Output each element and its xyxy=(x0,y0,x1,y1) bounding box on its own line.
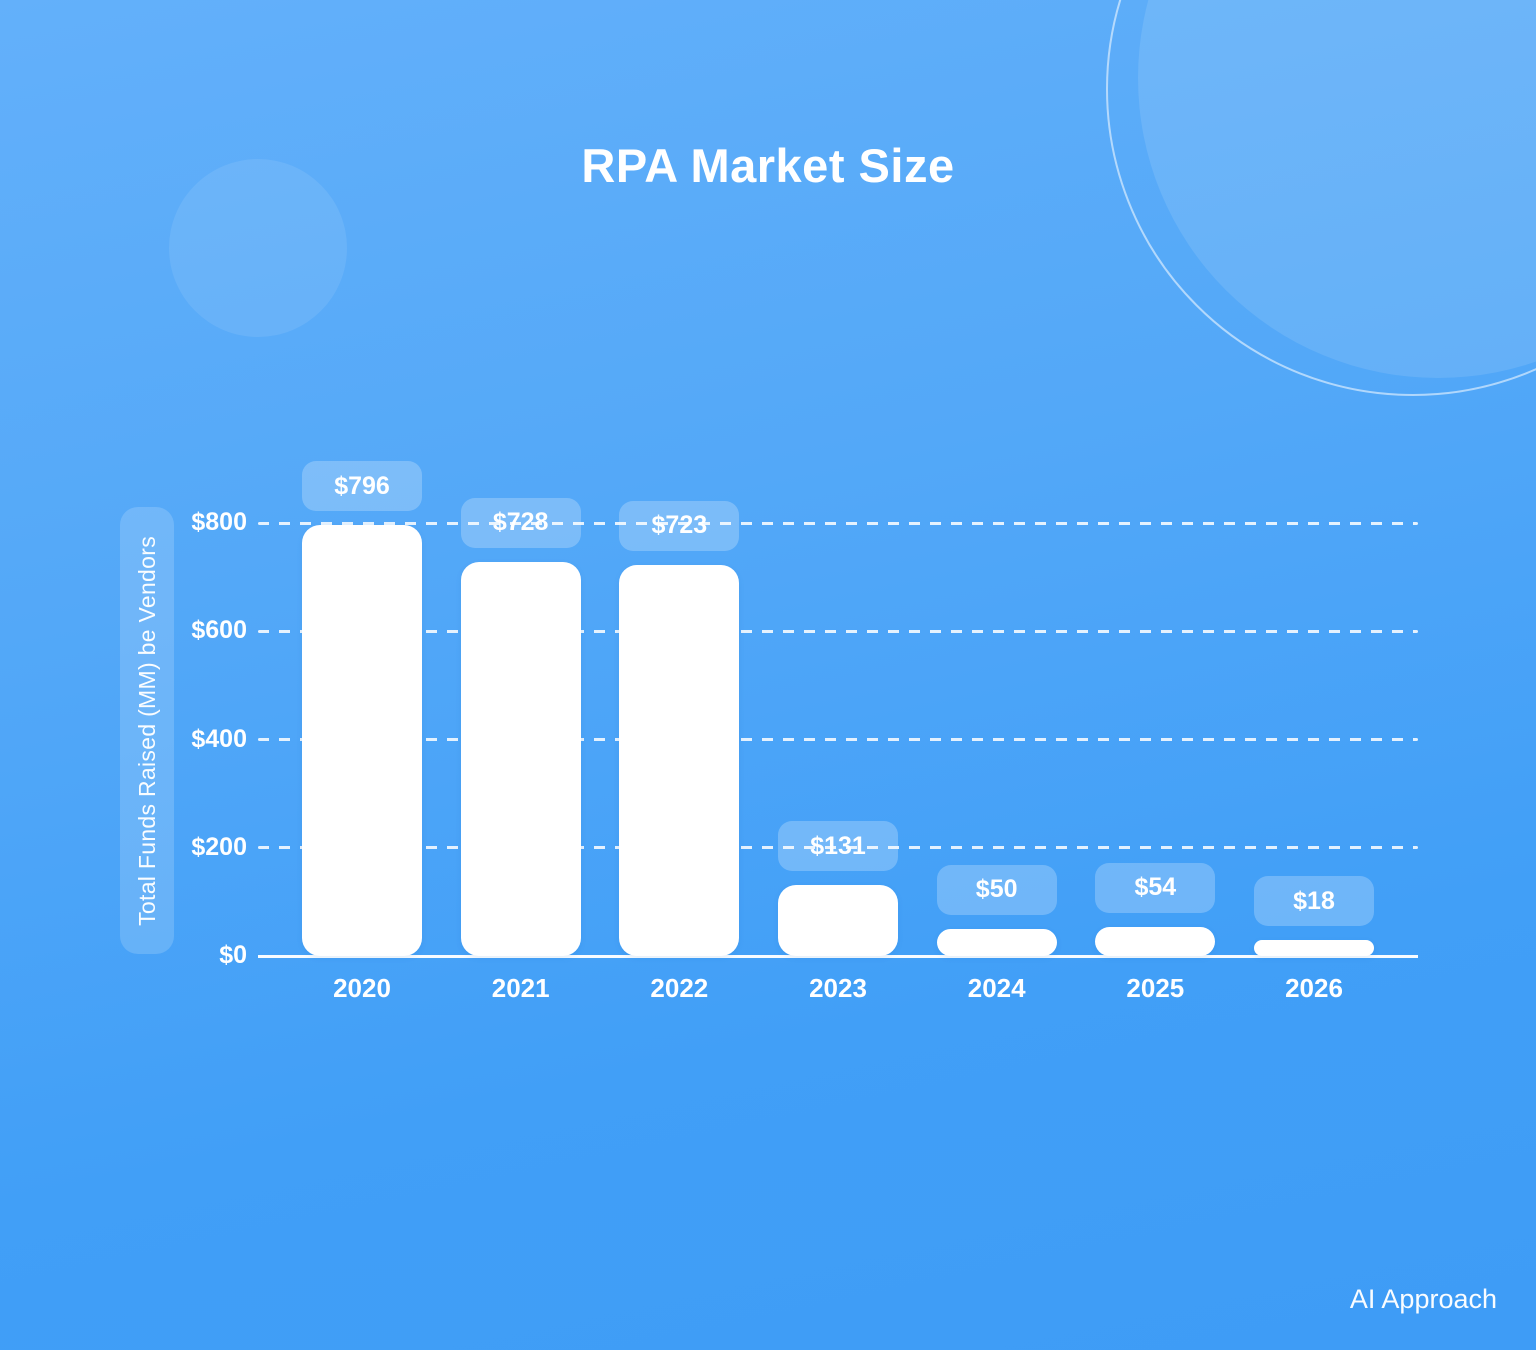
value-chip-2024: $50 xyxy=(936,864,1057,915)
gridline-200 xyxy=(258,846,1418,850)
x-tick-label-2021: 2021 xyxy=(491,973,550,1003)
y-tick-label-600: $600 xyxy=(191,616,247,645)
value-chip-2020: $796 xyxy=(302,461,422,512)
y-axis-label-pill: Total Funds Raised (MM) be Vendors xyxy=(120,507,174,954)
bar-2022 xyxy=(619,564,740,956)
x-tick-label-2024: 2024 xyxy=(967,973,1026,1003)
y-tick-label-400: $400 xyxy=(191,724,247,753)
bar-2020 xyxy=(302,525,422,956)
decorative-circle-ring xyxy=(1106,0,1536,396)
brand-footer: AI Approach xyxy=(1349,1284,1497,1314)
y-tick-label-200: $200 xyxy=(191,832,247,861)
bar-2021 xyxy=(460,561,581,956)
value-chip-2021: $728 xyxy=(460,497,581,548)
gridline-800 xyxy=(258,521,1418,525)
x-axis-line xyxy=(258,954,1418,958)
decorative-circle-small xyxy=(169,159,347,337)
y-tick-label-800: $800 xyxy=(191,508,247,536)
bar-2023 xyxy=(778,885,898,956)
value-chip-2023: $131 xyxy=(778,821,898,872)
x-tick-label-2026: 2026 xyxy=(1285,973,1343,1003)
y-tick-label-0: $0 xyxy=(219,941,247,969)
bar-2026 xyxy=(1254,940,1374,956)
x-tick-label-2025: 2025 xyxy=(1126,973,1185,1003)
bar-2024 xyxy=(936,928,1057,956)
gridline-400 xyxy=(258,738,1418,741)
x-tick-label-2022: 2022 xyxy=(650,973,709,1003)
x-tick-label-2020: 2020 xyxy=(333,973,391,1003)
value-chip-2022: $723 xyxy=(619,500,740,551)
bar-2025 xyxy=(1095,926,1216,956)
gridline-600 xyxy=(258,629,1418,633)
value-chip-2026: $18 xyxy=(1254,876,1374,926)
chart-title: RPA Market Size xyxy=(581,139,955,192)
x-tick-label-2023: 2023 xyxy=(809,973,867,1003)
value-chip-2025: $54 xyxy=(1095,862,1216,913)
